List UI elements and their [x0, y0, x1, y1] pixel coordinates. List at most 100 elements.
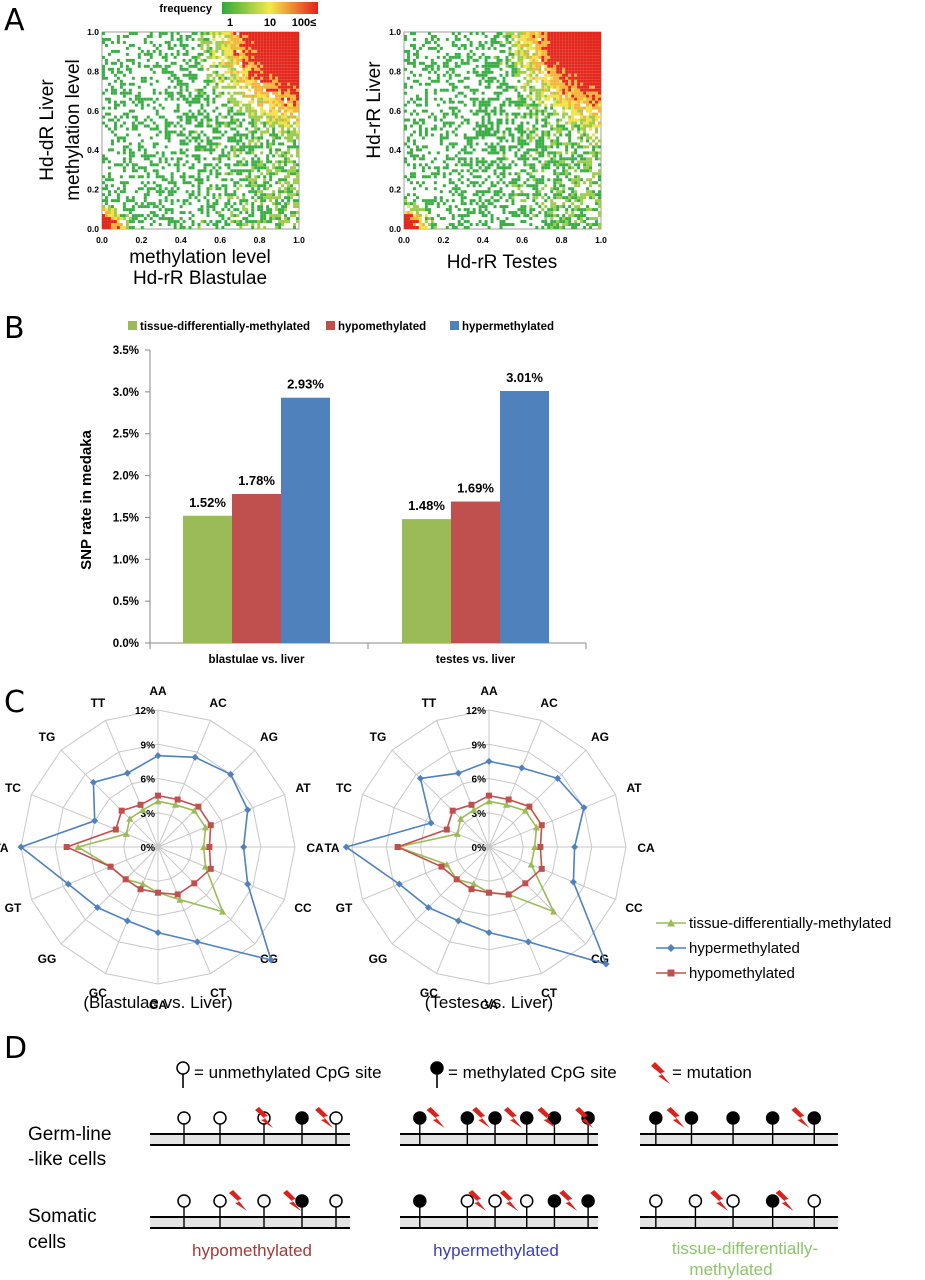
heatmap-cell	[128, 160, 132, 164]
heatmap-cell	[131, 226, 135, 229]
heatmap-cell	[167, 136, 171, 140]
heatmap-cell	[140, 154, 144, 158]
heatmap-cell	[284, 64, 288, 68]
heatmap-cell	[595, 88, 599, 92]
heatmap-cell	[511, 118, 515, 122]
heatmap-cell	[263, 64, 267, 68]
heatmap-cell	[406, 217, 410, 221]
heatmap-cell	[116, 118, 120, 122]
heatmap-cell	[529, 55, 533, 59]
heatmap-cell	[547, 94, 551, 98]
heatmap-cell	[556, 196, 560, 200]
heatmap-cell	[278, 97, 282, 101]
heatmap-cell	[589, 124, 593, 128]
heatmap-cell	[553, 40, 557, 44]
heatmap-cell	[287, 190, 291, 194]
heatmap-cell	[586, 217, 590, 221]
heatmap-cell	[586, 85, 590, 89]
heatmap-cell	[239, 109, 243, 113]
heatmap-cell	[176, 106, 180, 110]
heatmap-cell	[523, 49, 527, 53]
heatmap-cell	[272, 196, 276, 200]
heatmap-cell	[257, 205, 261, 209]
heatmap-cell	[287, 43, 291, 47]
heatmap-cell	[107, 127, 111, 131]
bar-value-label: 1.78%	[238, 473, 275, 488]
heatmap-cell	[568, 187, 572, 191]
heatmap-cell	[577, 205, 581, 209]
heatmap-cell	[212, 88, 216, 92]
heatmap-cell	[487, 202, 491, 206]
heatmap-cell	[460, 193, 464, 197]
heatmap-cell	[293, 145, 297, 149]
heatmap-cell	[278, 73, 282, 77]
heatmap-cell	[284, 40, 288, 44]
radar-point	[485, 757, 493, 765]
heatmap-cell	[248, 178, 252, 182]
heatmap-cell	[137, 55, 141, 59]
heatmap-cell	[149, 223, 153, 227]
heatmap-cell	[104, 217, 108, 221]
heatmap-cell	[514, 103, 518, 107]
heatmap-cell	[215, 73, 219, 77]
heatmap-cell	[131, 199, 135, 203]
heatmap-cell	[245, 169, 249, 173]
heatmap-cell	[269, 151, 273, 155]
heatmap-cell	[595, 73, 599, 77]
bar-value-label: 1.48%	[408, 498, 445, 513]
heatmap-cell	[128, 226, 132, 229]
heatmap-cell	[239, 100, 243, 104]
heatmap-cell	[496, 40, 500, 44]
heatmap-cell	[269, 49, 273, 53]
heatmap-cell	[263, 124, 267, 128]
bar-legend-label: tissue-differentially-methylated	[140, 321, 310, 333]
heatmap-cell	[278, 64, 282, 68]
heatmap-cell	[269, 46, 273, 50]
heatmap-cell	[532, 52, 536, 56]
heatmap-cell	[251, 97, 255, 101]
radar-point	[206, 844, 213, 850]
heatmap-cell	[248, 32, 252, 35]
heatmap-cell	[532, 103, 536, 107]
heatmap-cell	[245, 85, 249, 89]
heatmap-cell	[167, 76, 171, 80]
heatmap-cell	[284, 181, 288, 185]
heatmap-cell	[565, 82, 569, 86]
heatmap-cell	[257, 160, 261, 164]
heatmap-ytick: 0.0	[87, 224, 99, 234]
heatmap-cell	[284, 85, 288, 89]
heatmap-cell	[547, 52, 551, 56]
heatmap-cell	[203, 145, 207, 149]
heatmap-cell	[158, 52, 162, 56]
heatmap-cell	[565, 223, 569, 227]
heatmap-cell	[577, 43, 581, 47]
heatmap-cell	[233, 136, 237, 140]
heatmap-cell	[143, 64, 147, 68]
heatmap-cell	[565, 172, 569, 176]
heatmap-cell	[140, 145, 144, 149]
heatmap-cell	[487, 226, 491, 229]
heatmap-cell	[460, 58, 464, 62]
heatmap-cell	[418, 208, 422, 212]
heatmap-cell	[269, 73, 273, 77]
heatmap-cell	[580, 85, 584, 89]
heatmap-cell	[496, 32, 500, 35]
heatmap-cell	[230, 73, 234, 77]
heatmap-cell	[167, 181, 171, 185]
heatmap-cell	[478, 55, 482, 59]
radar-point	[91, 817, 99, 825]
heatmap-cell	[278, 217, 282, 221]
heatmap-cell	[221, 148, 225, 152]
heatmap-cell	[457, 91, 461, 95]
heatmap-cell	[529, 67, 533, 71]
heatmap-cell	[263, 211, 267, 215]
heatmap-cell	[553, 220, 557, 224]
heatmap-cell	[472, 70, 476, 74]
heatmap-cell	[293, 187, 297, 191]
heatmap-cell	[577, 118, 581, 122]
heatmap-cell	[451, 43, 455, 47]
heatmap-cell	[586, 58, 590, 62]
heatmap-cell	[589, 82, 593, 86]
heatmap-cell	[535, 157, 539, 161]
heatmap-cell	[544, 52, 548, 56]
